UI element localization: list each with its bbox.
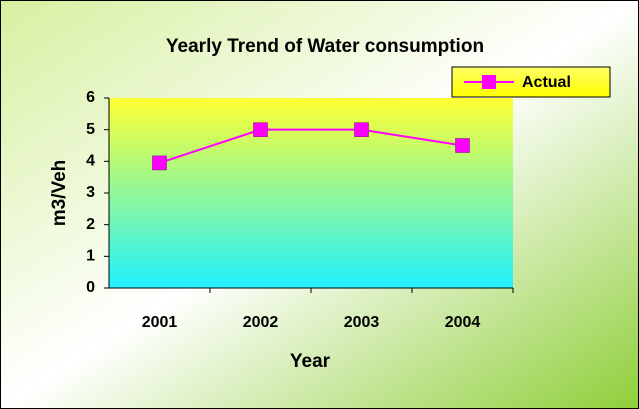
chart-title: Yearly Trend of Water consumption: [166, 36, 484, 57]
legend-marker: [482, 75, 496, 89]
x-tick-label: 2002: [243, 314, 279, 331]
y-tick-label: 3: [86, 184, 95, 201]
y-tick-label: 0: [86, 279, 95, 296]
x-tick-label: 2004: [445, 314, 481, 331]
y-tick-label: 1: [86, 248, 95, 265]
marker: [455, 138, 470, 153]
legend-label: Actual: [522, 74, 571, 91]
y-axis-label: m3/Veh: [49, 160, 70, 227]
marker: [354, 122, 369, 137]
y-tick-label: 6: [86, 89, 95, 106]
y-tick-label: 5: [86, 121, 95, 138]
y-tick-label: 4: [86, 153, 95, 170]
x-tick-label: 2001: [142, 314, 178, 331]
marker: [253, 122, 268, 137]
series-line: [159, 128, 463, 164]
y-tick-label: 2: [86, 216, 95, 233]
plot-area: [109, 98, 513, 288]
x-axis-label: Year: [290, 351, 331, 372]
x-tick-label: 2003: [344, 314, 380, 331]
marker: [152, 155, 167, 171]
